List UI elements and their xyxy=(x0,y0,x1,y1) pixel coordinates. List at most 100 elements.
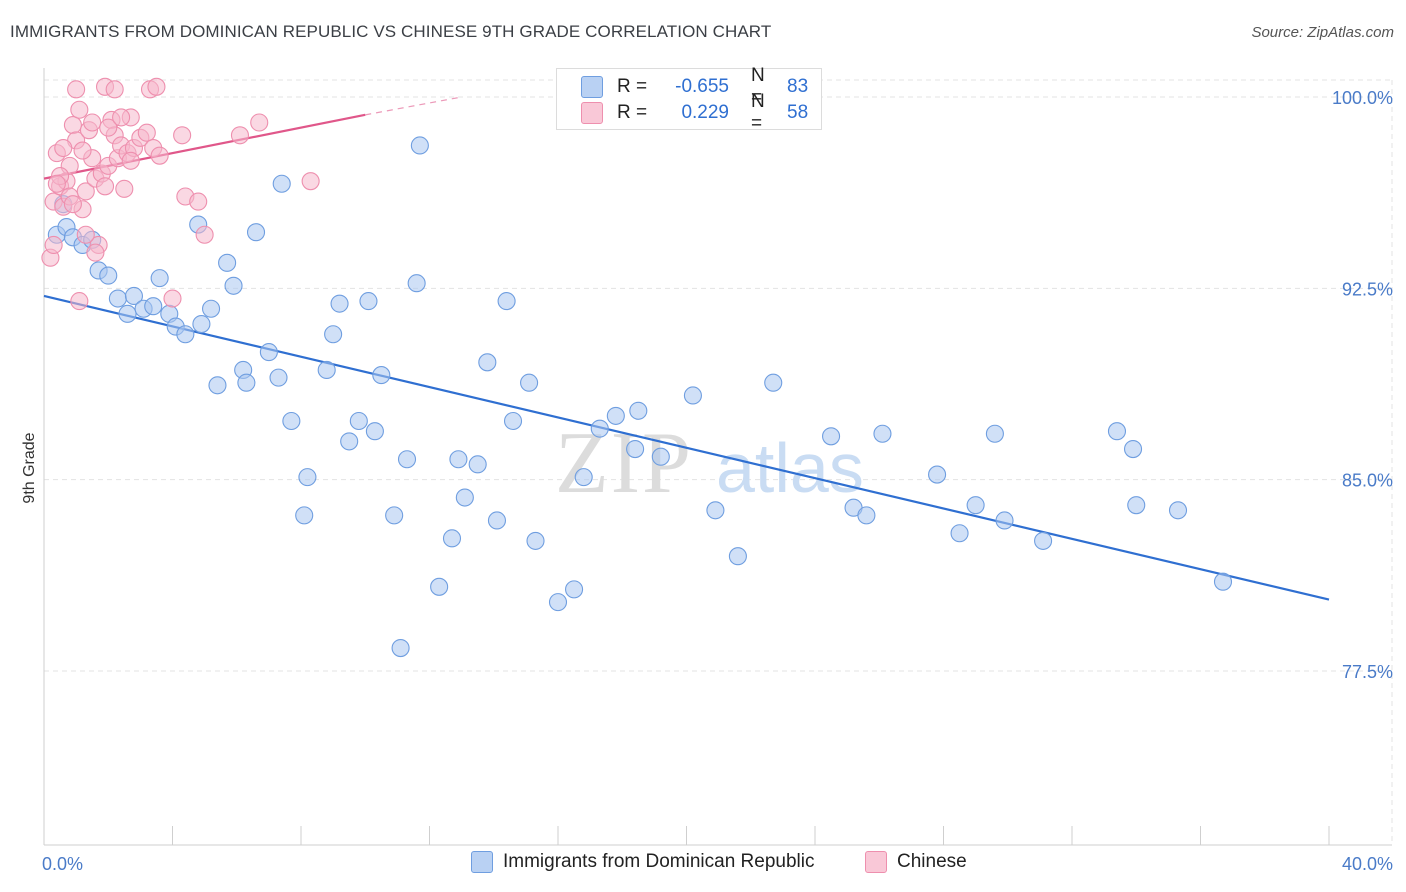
x-tick-labels: 0.0% 40.0% xyxy=(42,854,1393,874)
point-chinese-11 xyxy=(76,182,95,201)
point-dominican-18 xyxy=(192,314,211,334)
point-dominican-74 xyxy=(966,496,985,515)
point-dominican-57 xyxy=(565,580,584,599)
point-chinese-54 xyxy=(112,108,131,127)
series-swatch-pink xyxy=(865,851,887,873)
point-dominican-37 xyxy=(359,292,378,311)
point-dominican-7 xyxy=(99,266,118,285)
point-dominican-67 xyxy=(764,373,783,392)
series-legend-dominican: Immigrants from Dominican Republic xyxy=(471,851,815,873)
point-dominican-22 xyxy=(224,276,243,295)
point-dominican-50 xyxy=(478,353,497,372)
y-tick-label-3: 100.0% xyxy=(1332,88,1393,108)
point-dominican-43 xyxy=(407,274,426,293)
point-dominican-70 xyxy=(857,506,876,525)
point-chinese-26 xyxy=(67,80,86,99)
point-dominican-71 xyxy=(873,424,892,443)
point-dominican-48 xyxy=(455,488,474,507)
point-dominican-59 xyxy=(590,419,609,438)
point-dominican-56 xyxy=(548,593,568,612)
point-dominican-54 xyxy=(520,373,539,392)
point-chinese-42 xyxy=(230,126,250,145)
point-dominican-53 xyxy=(503,411,523,431)
point-chinese-44 xyxy=(301,172,320,191)
trend-line-dashed-pink xyxy=(365,96,462,116)
point-dominican-36 xyxy=(349,411,368,431)
point-dominican-55 xyxy=(526,531,545,550)
series-legend: Immigrants from Dominican Republic Chine… xyxy=(0,851,1406,877)
point-chinese-17 xyxy=(95,177,115,196)
point-chinese-48 xyxy=(76,225,95,244)
point-dominican-81 xyxy=(1168,501,1188,520)
trend-lines xyxy=(43,96,1330,601)
legend-r-label: R = xyxy=(617,102,648,123)
watermark-atlas: atlas xyxy=(716,429,864,507)
point-dominican-29 xyxy=(282,411,301,431)
point-dominican-63 xyxy=(651,447,670,466)
point-dominican-28 xyxy=(272,174,291,193)
point-dominican-61 xyxy=(626,440,645,459)
point-chinese-57 xyxy=(121,151,140,170)
watermark: ZIP atlas xyxy=(555,415,864,512)
point-dominican-49 xyxy=(468,455,487,474)
legend-row-dominican: R = -0.655 N = 83 xyxy=(581,65,808,108)
point-dominican-58 xyxy=(574,468,593,487)
x-tick-label-1: 40.0% xyxy=(1342,854,1393,874)
point-dominican-32 xyxy=(317,360,336,380)
point-dominican-30 xyxy=(298,468,317,487)
point-chinese-51 xyxy=(47,174,66,193)
point-dominican-47 xyxy=(449,450,468,469)
x-tick-label-0: 0.0% xyxy=(42,854,83,874)
point-dominican-38 xyxy=(365,422,384,441)
point-dominican-78 xyxy=(1107,422,1127,441)
point-dominican-33 xyxy=(324,325,343,344)
point-chinese-30 xyxy=(147,77,166,96)
point-dominican-41 xyxy=(397,450,417,469)
y-tick-label-2: 92.5% xyxy=(1342,279,1393,299)
y-axis-title: 9th Grade xyxy=(21,432,38,503)
trend-line-blue xyxy=(43,294,1330,601)
legend-r-label: R = xyxy=(617,76,648,97)
point-dominican-75 xyxy=(985,424,1004,443)
point-dominican-62 xyxy=(629,401,648,420)
point-dominican-8 xyxy=(108,289,127,308)
point-dominican-51 xyxy=(497,292,516,311)
point-dominican-52 xyxy=(487,511,507,530)
point-chinese-45 xyxy=(70,100,89,119)
point-chinese-39 xyxy=(189,192,208,211)
point-chinese-9 xyxy=(70,292,89,311)
legend-n-label: N = xyxy=(751,65,765,108)
point-chinese-37 xyxy=(173,126,192,145)
point-dominican-34 xyxy=(330,294,349,313)
point-chinese-55 xyxy=(63,195,82,214)
point-dominican-35 xyxy=(340,432,359,451)
point-dominican-68 xyxy=(822,427,841,446)
point-dominican-45 xyxy=(430,577,449,596)
axes xyxy=(43,68,1392,846)
correlation-legend: R = -0.655 N = 83 R = 0.229 N = 58 xyxy=(556,65,822,134)
legend-r-value: 0.229 xyxy=(681,102,729,123)
point-dominican-66 xyxy=(728,547,747,566)
gridlines xyxy=(44,79,1393,845)
point-dominican-77 xyxy=(1034,531,1053,550)
point-dominican-31 xyxy=(295,506,314,525)
series-legend-chinese: Chinese xyxy=(865,851,967,873)
point-dominican-21 xyxy=(218,253,237,272)
point-chinese-28 xyxy=(105,80,124,99)
legend-n-label: N = xyxy=(751,91,765,134)
series-swatch-blue xyxy=(471,851,493,873)
point-dominican-44 xyxy=(410,136,429,155)
point-dominican-72 xyxy=(928,465,947,484)
point-dominican-64 xyxy=(683,386,702,405)
point-chinese-23 xyxy=(115,179,134,198)
point-dominican-19 xyxy=(202,299,221,318)
point-dominican-79 xyxy=(1123,440,1143,459)
point-chinese-56 xyxy=(73,141,92,160)
point-dominican-27 xyxy=(269,368,288,387)
point-chinese-41 xyxy=(163,289,182,308)
point-dominican-40 xyxy=(385,506,404,525)
source-label: Source: ZipAtlas.com xyxy=(1251,24,1394,41)
legend-n-value: 58 xyxy=(787,102,809,123)
point-dominican-76 xyxy=(995,511,1014,530)
